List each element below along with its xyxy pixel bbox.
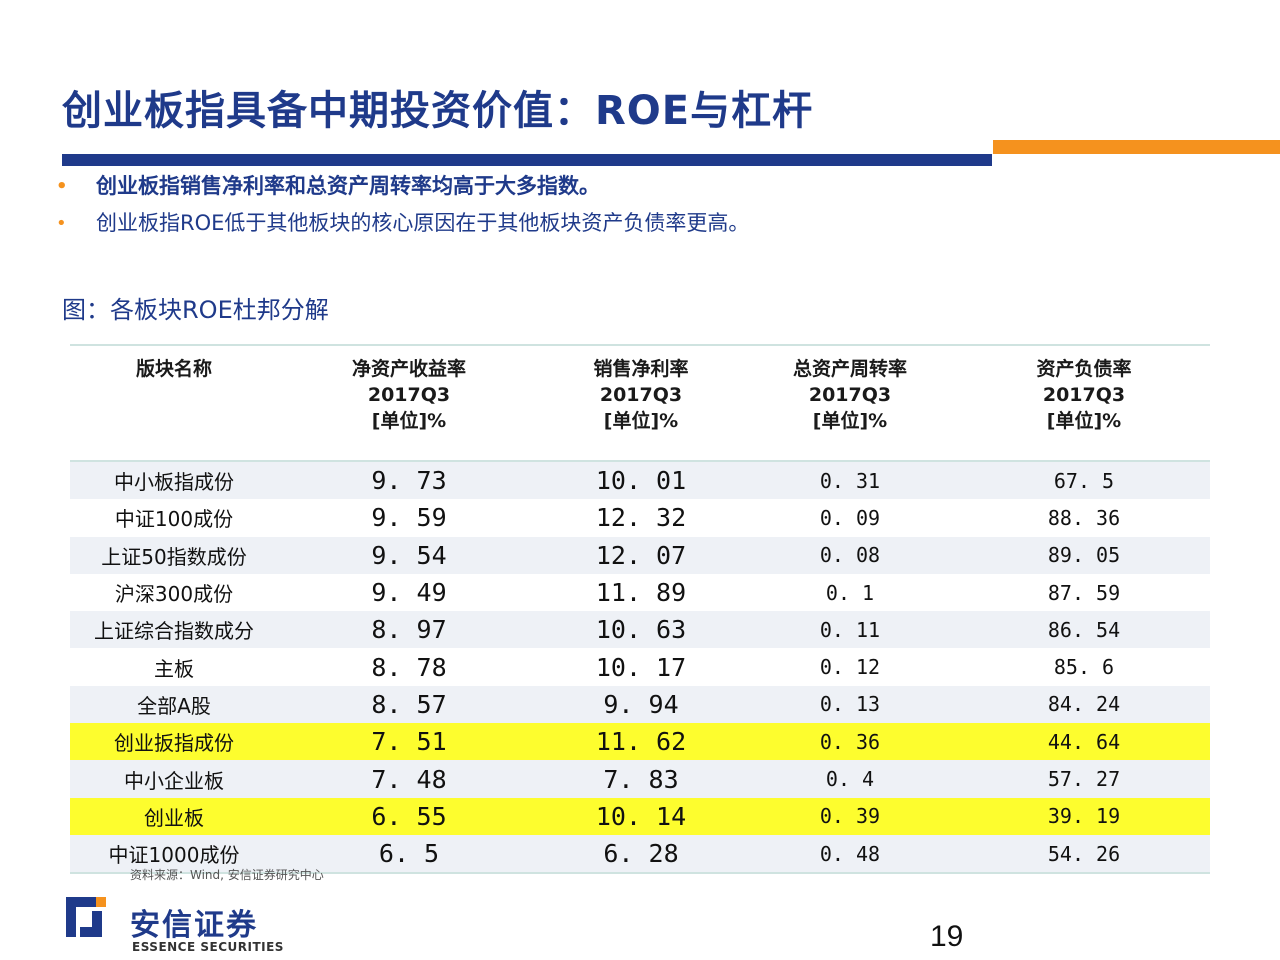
cell-net-margin: 12. 32 (595, 503, 687, 533)
cell-roe: 7. 51 (371, 727, 447, 757)
cell-roe: 9. 54 (371, 540, 447, 570)
table-row: 上证综合指数成分 8. 97 10. 63 0. 11 86. 54 (70, 611, 1210, 649)
essence-logo-icon (66, 897, 106, 937)
cell-sector-name: 主板 (154, 656, 194, 681)
header-asset-turnover: 总资产周转率 2017Q3 [单位]% (792, 358, 907, 432)
cell-debt-ratio: 54. 26 (1047, 841, 1121, 866)
bullet-text: 创业板指销售净利率和总资产周转率均高于大多指数。 (96, 174, 600, 198)
table-row: 创业板 6. 55 10. 14 0. 39 39. 19 (70, 797, 1210, 835)
cell-net-margin: 10. 63 (595, 615, 687, 645)
cell-sector-name: 上证综合指数成分 (94, 619, 254, 644)
cell-net-margin: 9. 94 (603, 689, 679, 719)
cell-net-margin: 12. 07 (595, 540, 687, 570)
bullet-list: • 创业板指销售净利率和总资产周转率均高于大多指数。 • 创业板指ROE低于其他… (52, 168, 749, 242)
cell-net-margin: 11. 62 (595, 727, 687, 757)
table-row: 主板 8. 78 10. 17 0. 12 85. 6 (70, 648, 1210, 685)
header-sector-name: 版块名称 (135, 358, 212, 380)
cell-debt-ratio: 39. 19 (1047, 804, 1121, 829)
table-body: 中小板指成份 9. 73 10. 01 0. 31 67. 5 中证100成份 9. 59 1… (70, 462, 1210, 873)
header-debt-ratio: 资产负债率 2017Q3 [单位]% (1036, 358, 1132, 432)
cell-asset-turnover: 0. 08 (819, 543, 881, 568)
cell-debt-ratio: 89. 05 (1047, 543, 1121, 568)
cell-asset-turnover: 0. 31 (819, 468, 881, 493)
cell-roe: 9. 73 (371, 466, 447, 496)
cell-asset-turnover: 0. 48 (819, 841, 881, 866)
cell-debt-ratio: 86. 54 (1047, 617, 1121, 642)
bullet-dot-icon: • (56, 213, 67, 234)
cell-net-margin: 7. 83 (603, 764, 679, 794)
table-row: 全部A股 8. 57 9. 94 0. 13 84. 24 (70, 685, 1210, 724)
table-row: 中证100成份 9. 59 12. 32 0. 09 88. 36 (70, 499, 1210, 536)
table-row: 中证1000成份 6. 5 6. 28 0. 48 54. 26 (70, 834, 1210, 873)
cell-roe: 9. 59 (371, 503, 447, 533)
cell-sector-name: 创业板 (144, 805, 204, 830)
figure-title: 图：各板块ROE杜邦分解 (62, 296, 329, 324)
cell-asset-turnover: 0. 4 (825, 767, 875, 792)
cell-sector-name: 全部A股 (137, 693, 211, 718)
cell-debt-ratio: 57. 27 (1047, 767, 1121, 792)
cell-sector-name: 中小企业板 (124, 768, 224, 793)
cell-sector-name: 中证100成份 (114, 507, 234, 532)
cell-asset-turnover: 0. 12 (819, 655, 881, 680)
cell-debt-ratio: 88. 36 (1047, 505, 1121, 530)
table-row: 沪深300成份 9. 49 11. 89 0. 1 87. 59 (70, 574, 1210, 611)
cell-sector-name: 创业扳指成份 (114, 731, 234, 756)
cell-debt-ratio: 44. 64 (1047, 729, 1121, 754)
cell-debt-ratio: 67. 5 (1053, 468, 1115, 493)
cell-roe: 9. 49 (371, 578, 447, 608)
cell-sector-name: 中证1000成份 (108, 843, 240, 868)
cell-net-margin: 10. 01 (595, 466, 687, 496)
page-number: 19 (930, 920, 964, 953)
table-header: 版块名称 净资产收益率 2017Q3 [单位]% 销售净利率 2017Q3 [单… (70, 346, 1210, 462)
bullet-item: • 创业板指销售净利率和总资产周转率均高于大多指数。 (52, 168, 749, 205)
cell-net-margin: 10. 14 (595, 801, 687, 831)
slide-title: 创业板指具备中期投资价值：ROE与杠杆 (62, 88, 814, 134)
bullet-text: 创业板指ROE低于其他板块的核心原因在于其他板块资产负债率更高。 (96, 211, 750, 235)
cell-asset-turnover: 0. 39 (819, 804, 881, 829)
cell-roe: 6. 55 (371, 801, 447, 831)
cell-roe: 8. 57 (371, 689, 447, 719)
bullet-dot-icon: • (56, 176, 68, 197)
cell-asset-turnover: 0. 36 (819, 729, 881, 754)
cell-asset-turnover: 0. 1 (825, 580, 875, 605)
cell-sector-name: 上证50指数成份 (101, 544, 247, 569)
title-rule-blue (62, 154, 992, 166)
cell-net-margin: 6. 28 (603, 839, 679, 869)
table-row: 创业扳指成份 7. 51 11. 62 0. 36 44. 64 (70, 723, 1210, 761)
company-logo-english: ESSENCE SECURITIES (132, 940, 284, 954)
cell-asset-turnover: 0. 11 (819, 617, 881, 642)
table-row: 中小企业板 7. 48 7. 83 0. 4 57. 27 (70, 760, 1210, 798)
cell-roe: 6. 5 (378, 839, 440, 869)
cell-net-margin: 10. 17 (595, 652, 687, 682)
cell-asset-turnover: 0. 09 (819, 505, 881, 530)
source-note: 资料来源：Wind, 安信证券研究中心 (130, 868, 324, 882)
company-logo-text: 安信证券 (130, 908, 258, 943)
table-row: 上证50指数成份 9. 54 12. 07 0. 08 89. 05 (70, 536, 1210, 574)
cell-roe: 7. 48 (371, 764, 447, 794)
cell-debt-ratio: 87. 59 (1047, 580, 1121, 605)
bullet-item: • 创业板指ROE低于其他板块的核心原因在于其他板块资产负债率更高。 (52, 205, 749, 242)
table-row: 中小板指成份 9. 73 10. 01 0. 31 67. 5 (70, 462, 1210, 500)
header-net-margin: 销售净利率 2017Q3 [单位]% (593, 358, 689, 432)
cell-roe: 8. 97 (371, 615, 447, 645)
cell-sector-name: 中小板指成份 (114, 470, 234, 495)
roe-dupont-table: 版块名称 净资产收益率 2017Q3 [单位]% 销售净利率 2017Q3 [单… (70, 344, 1210, 875)
cell-debt-ratio: 84. 24 (1047, 692, 1121, 717)
cell-net-margin: 11. 89 (595, 578, 687, 608)
cell-asset-turnover: 0. 13 (819, 692, 881, 717)
title-rule-orange (993, 140, 1280, 154)
header-roe: 净资产收益率 2017Q3 [单位]% (351, 358, 466, 432)
cell-roe: 8. 78 (371, 652, 447, 682)
cell-debt-ratio: 85. 6 (1053, 655, 1115, 680)
cell-sector-name: 沪深300成份 (114, 582, 234, 607)
